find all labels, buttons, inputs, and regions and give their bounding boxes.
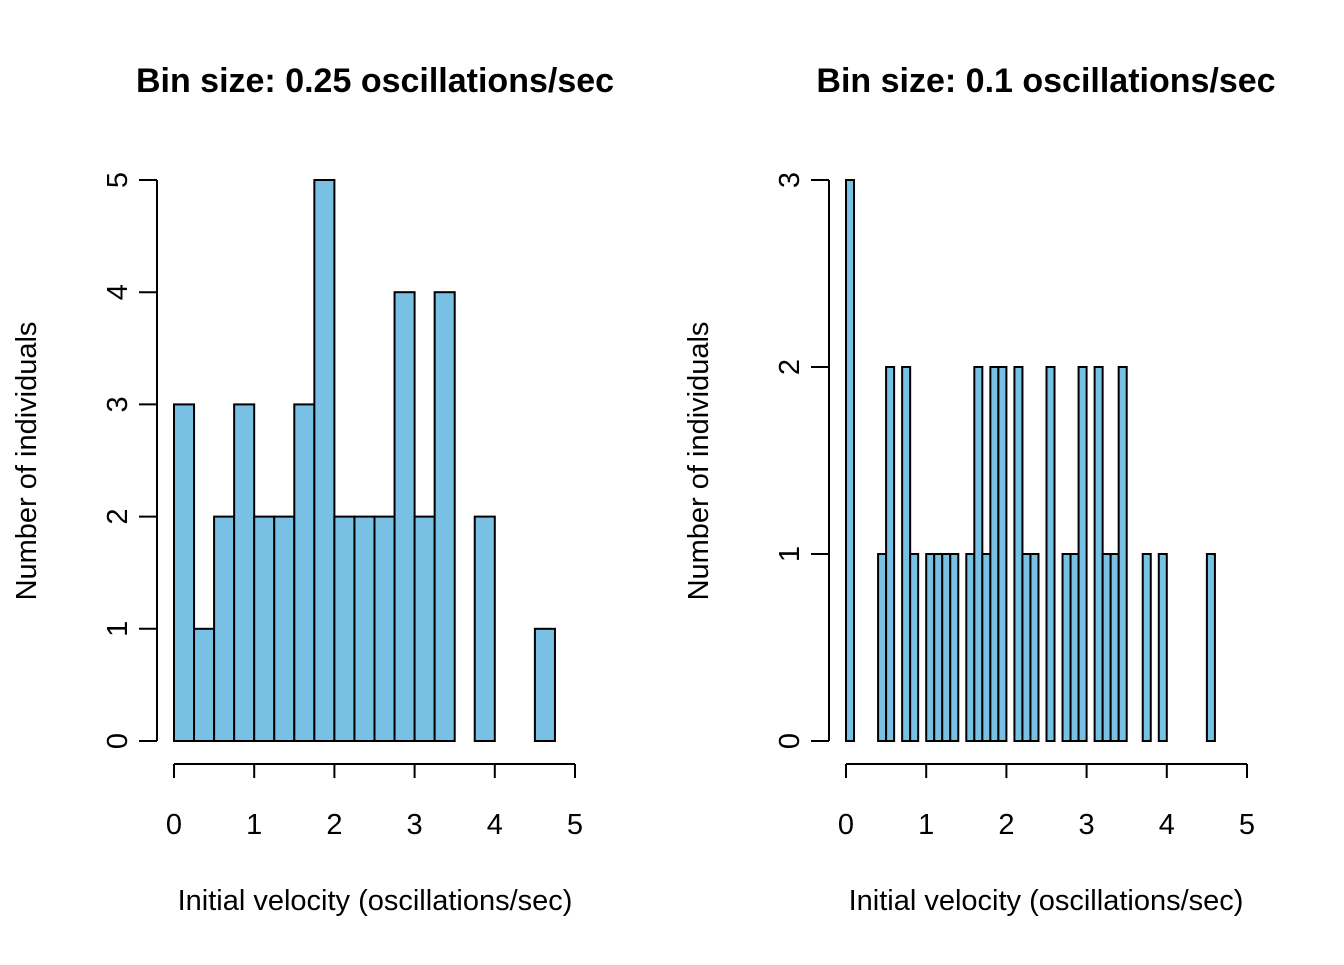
histogram-bar — [981, 553, 992, 742]
x-axis: 0 1 2 3 4 5 — [838, 763, 1255, 841]
histogram-bar — [1157, 553, 1168, 742]
x-tick-label: 0 — [166, 809, 182, 841]
histogram-bar — [233, 403, 256, 742]
x-axis-label: Initial velocity (oscillations/sec) — [849, 885, 1244, 917]
histogram-panel-right: Bin size: 0.1 oscillations/sec Initial v… — [683, 62, 1276, 917]
chart-title: Bin size: 0.25 oscillations/sec — [136, 62, 614, 100]
y-tick-label: 0 — [102, 733, 134, 749]
histogram-bar — [1101, 553, 1112, 742]
histogram-bar — [1021, 553, 1032, 742]
y-tick-label: 1 — [774, 546, 806, 562]
histogram-bar — [373, 515, 396, 742]
y-tick-label: 2 — [102, 509, 134, 525]
histogram-bar — [273, 515, 296, 742]
histogram-bar — [1061, 553, 1072, 742]
histogram-bar — [925, 553, 936, 742]
histogram-bar — [1109, 553, 1120, 742]
x-tick-label: 0 — [838, 809, 854, 841]
histogram-bar — [1117, 366, 1128, 742]
y-tick-label: 5 — [102, 172, 134, 188]
y-axis: 0 1 2 3 4 5 — [102, 172, 158, 749]
histogram-bar — [1093, 366, 1104, 742]
y-axis-label: Number of individuals — [11, 322, 43, 601]
histogram-bar — [1069, 553, 1080, 742]
histogram-bar — [433, 291, 456, 742]
histogram-bar — [1205, 553, 1216, 742]
y-axis-label: Number of individuals — [683, 322, 715, 601]
x-tick-label: 4 — [1159, 809, 1175, 841]
x-tick-label: 2 — [998, 809, 1014, 841]
x-tick-label: 3 — [1079, 809, 1095, 841]
histogram-panel-left: Bin size: 0.25 oscillations/sec Initial … — [11, 62, 614, 917]
histogram-bar — [949, 553, 960, 742]
x-tick-label: 4 — [487, 809, 503, 841]
histogram-bar — [1141, 553, 1152, 742]
bar-group — [173, 179, 556, 742]
histogram-bar — [193, 627, 216, 742]
histogram-bar — [393, 291, 416, 742]
x-tick-label: 5 — [567, 809, 583, 841]
histogram-bar — [885, 366, 896, 742]
histogram-bar — [909, 553, 920, 742]
histogram-bar — [293, 403, 316, 742]
histogram-bar — [845, 179, 856, 742]
x-tick-label: 5 — [1239, 809, 1255, 841]
y-tick-label: 2 — [774, 359, 806, 375]
y-tick-label: 0 — [774, 733, 806, 749]
y-tick-label: 1 — [102, 621, 134, 637]
histogram-bar — [965, 553, 976, 742]
histogram-bar — [973, 366, 984, 742]
histogram-bar — [533, 627, 556, 742]
x-axis: 0 1 2 3 4 5 — [166, 763, 583, 841]
histogram-bar — [253, 515, 276, 742]
histogram-bar — [473, 515, 496, 742]
histogram-bar — [413, 515, 436, 742]
x-tick-label: 3 — [407, 809, 423, 841]
histogram-bar — [333, 515, 356, 742]
y-axis: 0 1 2 3 — [774, 172, 830, 749]
histogram-bar — [901, 366, 912, 742]
y-tick-label: 4 — [102, 284, 134, 300]
histogram-bar — [213, 515, 236, 742]
bar-group — [845, 179, 1216, 742]
histogram-bar — [877, 553, 888, 742]
histogram-bar — [1029, 553, 1040, 742]
x-axis-label: Initial velocity (oscillations/sec) — [178, 885, 573, 917]
histogram-bar — [353, 515, 376, 742]
x-tick-label: 2 — [326, 809, 342, 841]
histogram-bar — [997, 366, 1008, 742]
histogram-bar — [173, 403, 196, 742]
histogram-bar — [1013, 366, 1024, 742]
histogram-bar — [989, 366, 1000, 742]
x-tick-label: 1 — [246, 809, 262, 841]
y-tick-label: 3 — [102, 396, 134, 412]
y-tick-label: 3 — [774, 172, 806, 188]
histogram-bar — [933, 553, 944, 742]
histogram-bar — [1045, 366, 1056, 742]
chart-title: Bin size: 0.1 oscillations/sec — [816, 62, 1275, 100]
histogram-bar — [313, 179, 336, 742]
x-tick-label: 1 — [918, 809, 934, 841]
histogram-bar — [1077, 366, 1088, 742]
histogram-bar — [941, 553, 952, 742]
